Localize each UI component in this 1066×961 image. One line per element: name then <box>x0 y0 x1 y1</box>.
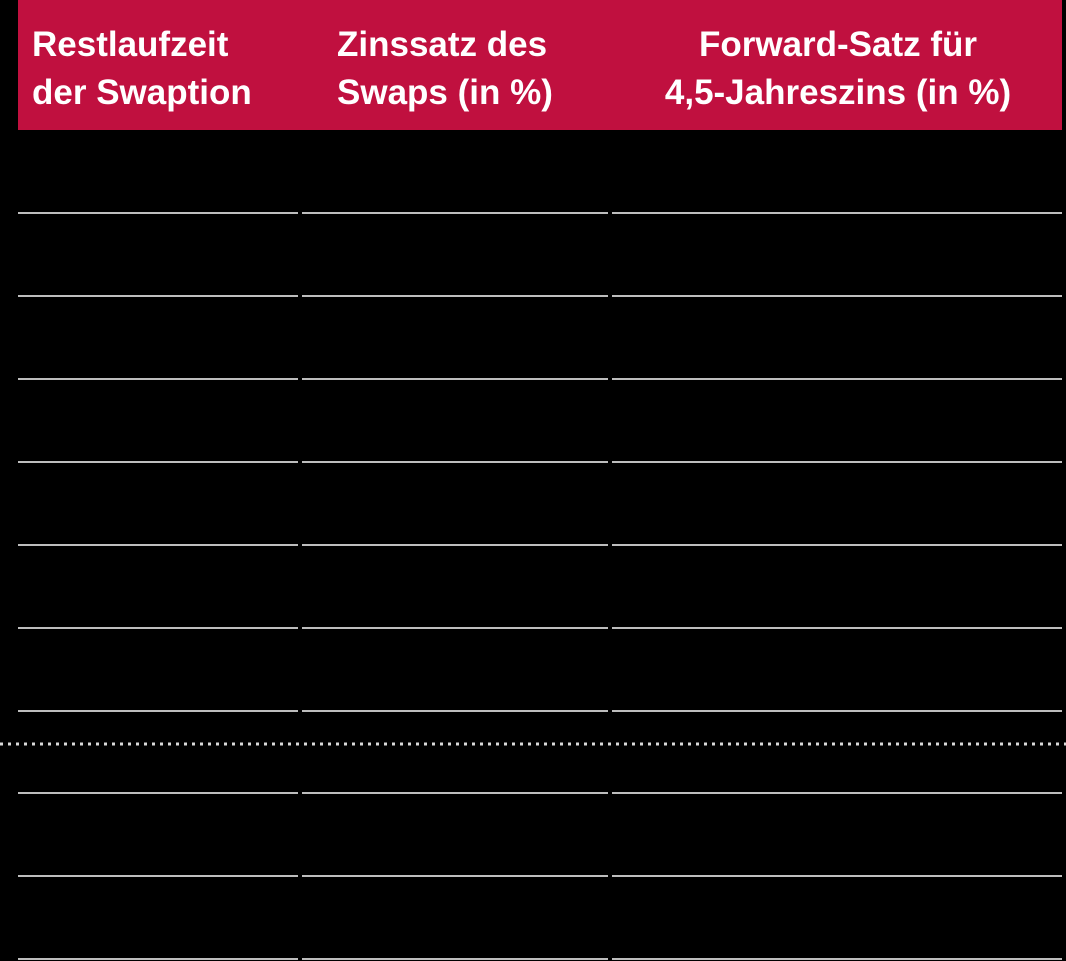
row-rules <box>18 212 1062 960</box>
header-row <box>18 0 1062 130</box>
header-cell: Swaps (in %) <box>337 73 553 112</box>
header-cell: Forward-Satz für <box>699 25 977 64</box>
header-cell: Zinssatz des <box>337 25 547 64</box>
header-cell: 4,5-Jahreszins (in %) <box>665 73 1011 112</box>
header-cell: der Swaption <box>32 73 252 112</box>
header-cell: Restlaufzeit <box>32 25 229 64</box>
